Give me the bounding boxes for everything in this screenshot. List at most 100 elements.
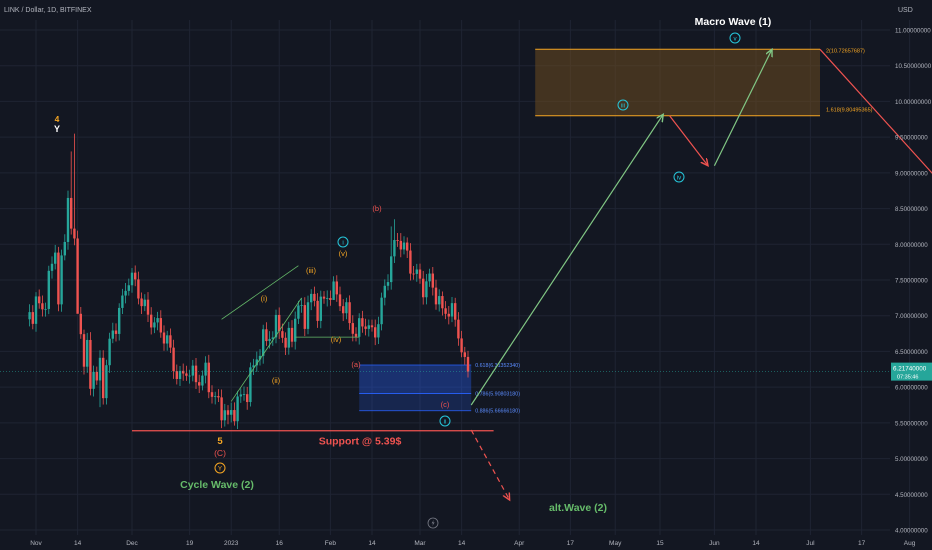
- candle-body: [463, 352, 466, 357]
- candle-body: [127, 285, 130, 291]
- candle-body: [297, 305, 300, 319]
- candle-body: [111, 330, 114, 339]
- candle-body: [207, 362, 210, 393]
- candle-body: [354, 333, 358, 337]
- fib-zone-lower: [359, 393, 472, 411]
- wave-y-top-label: Y: [54, 124, 60, 134]
- y-tick-label: 6.50000000: [895, 349, 928, 356]
- candle-body: [409, 250, 412, 274]
- candle-body: [92, 371, 95, 389]
- candle-body: [358, 318, 361, 337]
- candle-body: [447, 313, 450, 317]
- wave-circ-iv-label: iv: [677, 174, 682, 181]
- candle-body: [454, 303, 457, 320]
- wave-circ-ii-label: ii: [444, 418, 447, 425]
- candle-body: [335, 281, 338, 295]
- candle-body: [89, 339, 92, 389]
- candle-body: [364, 326, 367, 329]
- wave-y-bottom-label-circle: [214, 462, 226, 474]
- candle-body: [95, 371, 98, 381]
- x-tick-label: 14: [74, 540, 82, 547]
- y-tick-label: 6.00000000: [895, 385, 928, 392]
- candle-body: [326, 297, 329, 299]
- candle-body: [47, 270, 50, 309]
- alt-wave-arrow: [470, 429, 509, 500]
- wave-4-label: 4: [55, 114, 60, 124]
- candle-body: [79, 313, 82, 335]
- candle-body: [188, 375, 191, 377]
- trend-line: [221, 265, 299, 320]
- candle-body: [226, 410, 230, 415]
- wave-circ-iv-label-circle: [673, 171, 685, 183]
- y-tick-label: 4.00000000: [895, 528, 928, 535]
- candle-body: [121, 295, 124, 308]
- fib-level-label: 0.886(5.66666180): [475, 409, 520, 415]
- candle-body: [441, 296, 444, 309]
- x-tick-label: 19: [186, 540, 194, 547]
- x-axis: Nov 14 Dec 19 2023 16 Feb 14 Mar 14 Apr 17 May 15 Jun 1…: [30, 540, 916, 547]
- wave-circ-ii-label-circle: [439, 415, 451, 427]
- candle-body: [246, 394, 249, 403]
- lightning-icon[interactable]: [427, 517, 439, 529]
- y-tick-label: 10.00000000: [895, 99, 932, 106]
- candle-body: [143, 299, 146, 307]
- candle-body: [345, 302, 348, 314]
- candle-body: [153, 322, 156, 328]
- current-price-value: 6.21740000: [893, 366, 927, 373]
- candle-body: [172, 347, 175, 372]
- candle-body: [422, 278, 425, 298]
- x-tick-label: Feb: [325, 540, 337, 547]
- wave-ii-paren-label: (ii): [272, 376, 281, 385]
- projection-arrow-v: [713, 49, 772, 166]
- y-tick-label: 7.50000000: [895, 278, 928, 285]
- wave-circ-iii-label-circle: [617, 99, 629, 111]
- candle-body: [377, 324, 380, 338]
- candle-body: [162, 332, 166, 344]
- x-tick-label: Jun: [709, 540, 720, 547]
- wave-circ-v-label: v: [733, 35, 737, 42]
- candle-body: [380, 297, 383, 325]
- x-tick-label: 17: [567, 540, 575, 547]
- candle-body: [236, 396, 239, 422]
- candle-body: [156, 318, 159, 323]
- candle-body: [146, 299, 150, 315]
- candle-body: [105, 365, 108, 399]
- candle-body: [54, 252, 57, 264]
- candle-body: [438, 296, 441, 305]
- candle-body: [118, 307, 121, 334]
- candle-body: [303, 305, 306, 329]
- y-tick-label: 8.00000000: [895, 242, 928, 249]
- y-tick-label: 9.00000000: [895, 170, 928, 177]
- candle-body: [220, 397, 223, 421]
- candle-body: [278, 314, 281, 332]
- candle-body: [265, 329, 268, 342]
- candle-body: [57, 252, 60, 305]
- candle-body: [102, 357, 105, 399]
- candle-body: [82, 334, 86, 367]
- fib-zone-upper: [359, 365, 472, 394]
- x-tick-label: 16: [276, 540, 284, 547]
- y-tick-label: 7.00000000: [895, 313, 928, 320]
- candle-body: [137, 279, 140, 299]
- cycle-wave-label: Cycle Wave (2): [180, 479, 254, 491]
- wave-v-paren-label: (v): [339, 249, 348, 258]
- x-tick-label: Dec: [126, 540, 138, 547]
- wave-c-label: (C): [214, 448, 226, 458]
- candle-body: [412, 273, 415, 275]
- candle-body: [425, 281, 428, 298]
- candle-body: [31, 312, 34, 324]
- candle-body: [418, 269, 422, 279]
- wave-b-label: (b): [372, 204, 382, 213]
- wave-iii-paren-label: (iii): [306, 266, 316, 275]
- candle-body: [316, 300, 319, 321]
- candle-body: [386, 282, 390, 286]
- fib-level-label: 0.618(6.31352340): [475, 363, 520, 369]
- candle-body: [274, 314, 278, 338]
- candle-body: [374, 327, 377, 338]
- candle-body: [262, 329, 265, 356]
- candle-body: [44, 308, 47, 310]
- candle-body: [457, 319, 460, 339]
- projection-arrow-iv: [669, 115, 708, 166]
- candle-body: [239, 394, 242, 397]
- x-tick-label: Nov: [30, 540, 42, 547]
